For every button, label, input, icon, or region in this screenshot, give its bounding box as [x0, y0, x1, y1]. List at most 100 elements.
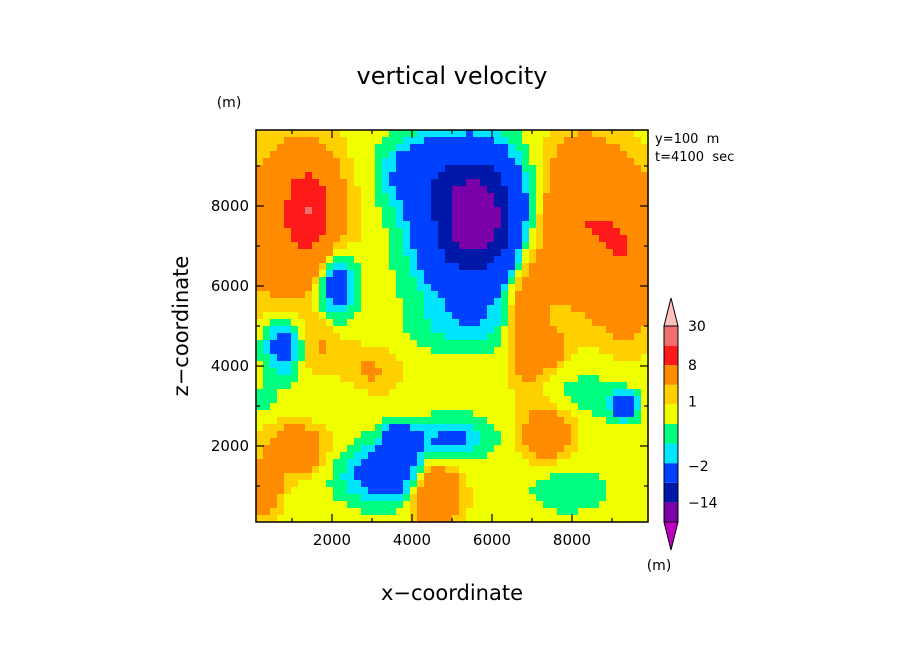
field-cell [375, 291, 383, 299]
field-cell [501, 277, 509, 285]
field-cell [620, 473, 628, 481]
field-cell [270, 193, 278, 201]
field-cell [515, 242, 523, 250]
field-cell [270, 431, 278, 439]
field-cell [613, 298, 621, 306]
field-cell [389, 459, 397, 467]
field-cell [501, 473, 509, 481]
field-cell [326, 207, 334, 215]
field-cell [634, 438, 642, 446]
field-cell [389, 200, 397, 208]
field-cell [466, 354, 474, 362]
field-cell [459, 263, 467, 271]
field-cell [305, 473, 313, 481]
field-cell [396, 291, 404, 299]
field-cell [291, 417, 299, 425]
field-cell [326, 130, 334, 138]
field-cell [515, 277, 523, 285]
field-cell [578, 158, 586, 166]
field-cell [361, 480, 369, 488]
field-cell [326, 263, 334, 271]
field-cell [564, 193, 572, 201]
field-cell [585, 424, 593, 432]
field-cell [487, 137, 495, 145]
field-cell [291, 130, 299, 138]
field-cell [522, 515, 530, 523]
field-cell [319, 270, 327, 278]
field-cell [522, 228, 530, 236]
field-cell [452, 165, 460, 173]
field-cell [571, 368, 579, 376]
field-cell [473, 445, 481, 453]
field-cell [291, 445, 299, 453]
field-cell [298, 375, 306, 383]
field-cell [452, 137, 460, 145]
field-cell [403, 424, 411, 432]
field-cell [564, 501, 572, 509]
field-cell [550, 389, 558, 397]
field-cell [522, 242, 530, 250]
field-cell [641, 214, 649, 222]
field-cell [494, 466, 502, 474]
field-cell [543, 473, 551, 481]
field-cell [550, 312, 558, 320]
field-cell [354, 172, 362, 180]
field-cell [389, 354, 397, 362]
field-cell [368, 480, 376, 488]
field-cell [557, 452, 565, 460]
field-cell [326, 305, 334, 313]
field-cell [613, 354, 621, 362]
field-cell [613, 480, 621, 488]
field-cell [389, 417, 397, 425]
colorbar-bin [664, 424, 678, 444]
field-cell [501, 319, 509, 327]
field-cell [613, 375, 621, 383]
field-cell [333, 333, 341, 341]
field-cell [557, 333, 565, 341]
field-cell [410, 508, 418, 516]
field-cell [466, 347, 474, 355]
field-cell [592, 389, 600, 397]
field-cell [606, 417, 614, 425]
field-cell [494, 438, 502, 446]
field-cell [445, 137, 453, 145]
field-cell [571, 375, 579, 383]
field-cell [557, 158, 565, 166]
field-cell [487, 214, 495, 222]
field-cell [564, 508, 572, 516]
field-cell [564, 438, 572, 446]
field-cell [438, 235, 446, 243]
field-cell [396, 340, 404, 348]
field-cell [431, 445, 439, 453]
field-cell [410, 214, 418, 222]
field-cell [361, 417, 369, 425]
field-cell [627, 242, 635, 250]
field-cell [438, 389, 446, 397]
field-cell [613, 291, 621, 299]
field-cell [368, 305, 376, 313]
field-cell [557, 221, 565, 229]
field-cell [319, 501, 327, 509]
field-cell [431, 228, 439, 236]
field-cell [466, 242, 474, 250]
field-cell [459, 312, 467, 320]
field-cell [438, 361, 446, 369]
field-cell [487, 270, 495, 278]
field-cell [585, 193, 593, 201]
field-cell [305, 228, 313, 236]
field-cell [368, 424, 376, 432]
field-cell [375, 214, 383, 222]
field-cell [452, 200, 460, 208]
field-cell [256, 144, 264, 152]
field-cell [578, 277, 586, 285]
field-cell [340, 179, 348, 187]
field-cell [396, 165, 404, 173]
field-cell [529, 368, 537, 376]
field-cell [585, 473, 593, 481]
field-cell [424, 151, 432, 159]
field-cell [417, 263, 425, 271]
field-cell [445, 277, 453, 285]
field-cell [361, 284, 369, 292]
field-cell [466, 263, 474, 271]
field-cell [599, 452, 607, 460]
